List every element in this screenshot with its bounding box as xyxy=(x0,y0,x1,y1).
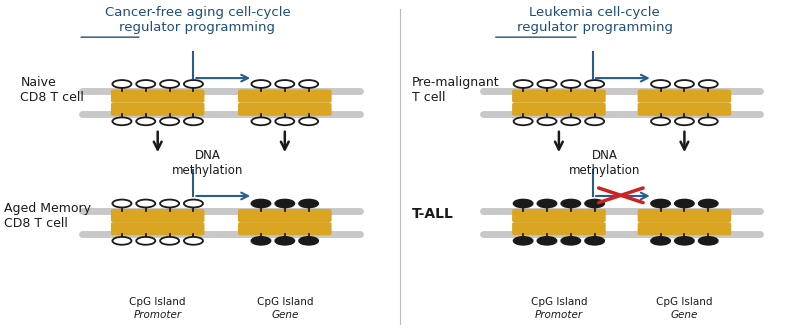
FancyBboxPatch shape xyxy=(638,210,730,221)
Circle shape xyxy=(514,80,533,88)
FancyBboxPatch shape xyxy=(238,210,331,221)
Circle shape xyxy=(538,237,557,245)
Text: T-ALL: T-ALL xyxy=(412,207,454,221)
Circle shape xyxy=(251,118,270,125)
Circle shape xyxy=(698,80,718,88)
Text: Naive
CD8 T cell: Naive CD8 T cell xyxy=(20,76,84,104)
Circle shape xyxy=(538,118,557,125)
Circle shape xyxy=(299,237,318,245)
Circle shape xyxy=(514,199,533,207)
Circle shape xyxy=(251,237,270,245)
FancyBboxPatch shape xyxy=(238,103,331,115)
Text: Gene: Gene xyxy=(670,310,698,320)
Text: Gene: Gene xyxy=(271,310,298,320)
Circle shape xyxy=(160,118,179,125)
Text: Promoter: Promoter xyxy=(134,310,182,320)
Text: Aged Memory
CD8 T cell: Aged Memory CD8 T cell xyxy=(4,201,91,230)
Circle shape xyxy=(113,118,131,125)
FancyBboxPatch shape xyxy=(513,210,605,221)
FancyBboxPatch shape xyxy=(112,210,204,221)
Circle shape xyxy=(160,199,179,207)
Text: Leukemia cell-cycle
regulator programming: Leukemia cell-cycle regulator programmin… xyxy=(517,6,673,34)
Circle shape xyxy=(299,118,318,125)
FancyBboxPatch shape xyxy=(112,103,204,115)
Circle shape xyxy=(184,199,203,207)
Circle shape xyxy=(113,237,131,245)
Circle shape xyxy=(562,237,580,245)
Circle shape xyxy=(184,118,203,125)
FancyBboxPatch shape xyxy=(112,223,204,235)
Circle shape xyxy=(113,80,131,88)
Circle shape xyxy=(585,199,604,207)
Circle shape xyxy=(251,80,270,88)
FancyBboxPatch shape xyxy=(112,90,204,102)
Circle shape xyxy=(275,237,294,245)
Text: Promoter: Promoter xyxy=(535,310,583,320)
Text: Cancer-free aging cell-cycle
regulator programming: Cancer-free aging cell-cycle regulator p… xyxy=(105,6,290,34)
FancyBboxPatch shape xyxy=(638,223,730,235)
Circle shape xyxy=(585,118,604,125)
Circle shape xyxy=(275,118,294,125)
Circle shape xyxy=(675,80,694,88)
Circle shape xyxy=(698,237,718,245)
Circle shape xyxy=(136,80,155,88)
Circle shape xyxy=(514,118,533,125)
Text: CpG Island: CpG Island xyxy=(130,297,186,307)
Circle shape xyxy=(184,237,203,245)
Text: DNA
methylation: DNA methylation xyxy=(570,149,641,177)
Circle shape xyxy=(651,118,670,125)
Circle shape xyxy=(675,118,694,125)
Circle shape xyxy=(514,237,533,245)
Circle shape xyxy=(651,80,670,88)
Circle shape xyxy=(136,199,155,207)
Circle shape xyxy=(698,199,718,207)
Text: DNA
methylation: DNA methylation xyxy=(172,149,243,177)
Text: CpG Island: CpG Island xyxy=(656,297,713,307)
FancyBboxPatch shape xyxy=(513,103,605,115)
Circle shape xyxy=(136,118,155,125)
FancyBboxPatch shape xyxy=(513,90,605,102)
Circle shape xyxy=(538,80,557,88)
FancyBboxPatch shape xyxy=(513,223,605,235)
Text: CpG Island: CpG Island xyxy=(530,297,587,307)
FancyBboxPatch shape xyxy=(638,90,730,102)
Circle shape xyxy=(160,237,179,245)
Circle shape xyxy=(275,199,294,207)
Text: CpG Island: CpG Island xyxy=(257,297,313,307)
Circle shape xyxy=(299,199,318,207)
Circle shape xyxy=(585,80,604,88)
Circle shape xyxy=(651,237,670,245)
FancyBboxPatch shape xyxy=(238,90,331,102)
FancyBboxPatch shape xyxy=(238,223,331,235)
Circle shape xyxy=(160,80,179,88)
Circle shape xyxy=(275,80,294,88)
Circle shape xyxy=(585,237,604,245)
Circle shape xyxy=(251,199,270,207)
Circle shape xyxy=(538,199,557,207)
Circle shape xyxy=(698,118,718,125)
Circle shape xyxy=(299,80,318,88)
Circle shape xyxy=(184,80,203,88)
Circle shape xyxy=(562,80,580,88)
Circle shape xyxy=(675,237,694,245)
Text: Pre-malignant
T cell: Pre-malignant T cell xyxy=(412,76,499,104)
Circle shape xyxy=(562,118,580,125)
Circle shape xyxy=(675,199,694,207)
Circle shape xyxy=(136,237,155,245)
FancyBboxPatch shape xyxy=(638,103,730,115)
Circle shape xyxy=(562,199,580,207)
Circle shape xyxy=(113,199,131,207)
Circle shape xyxy=(651,199,670,207)
